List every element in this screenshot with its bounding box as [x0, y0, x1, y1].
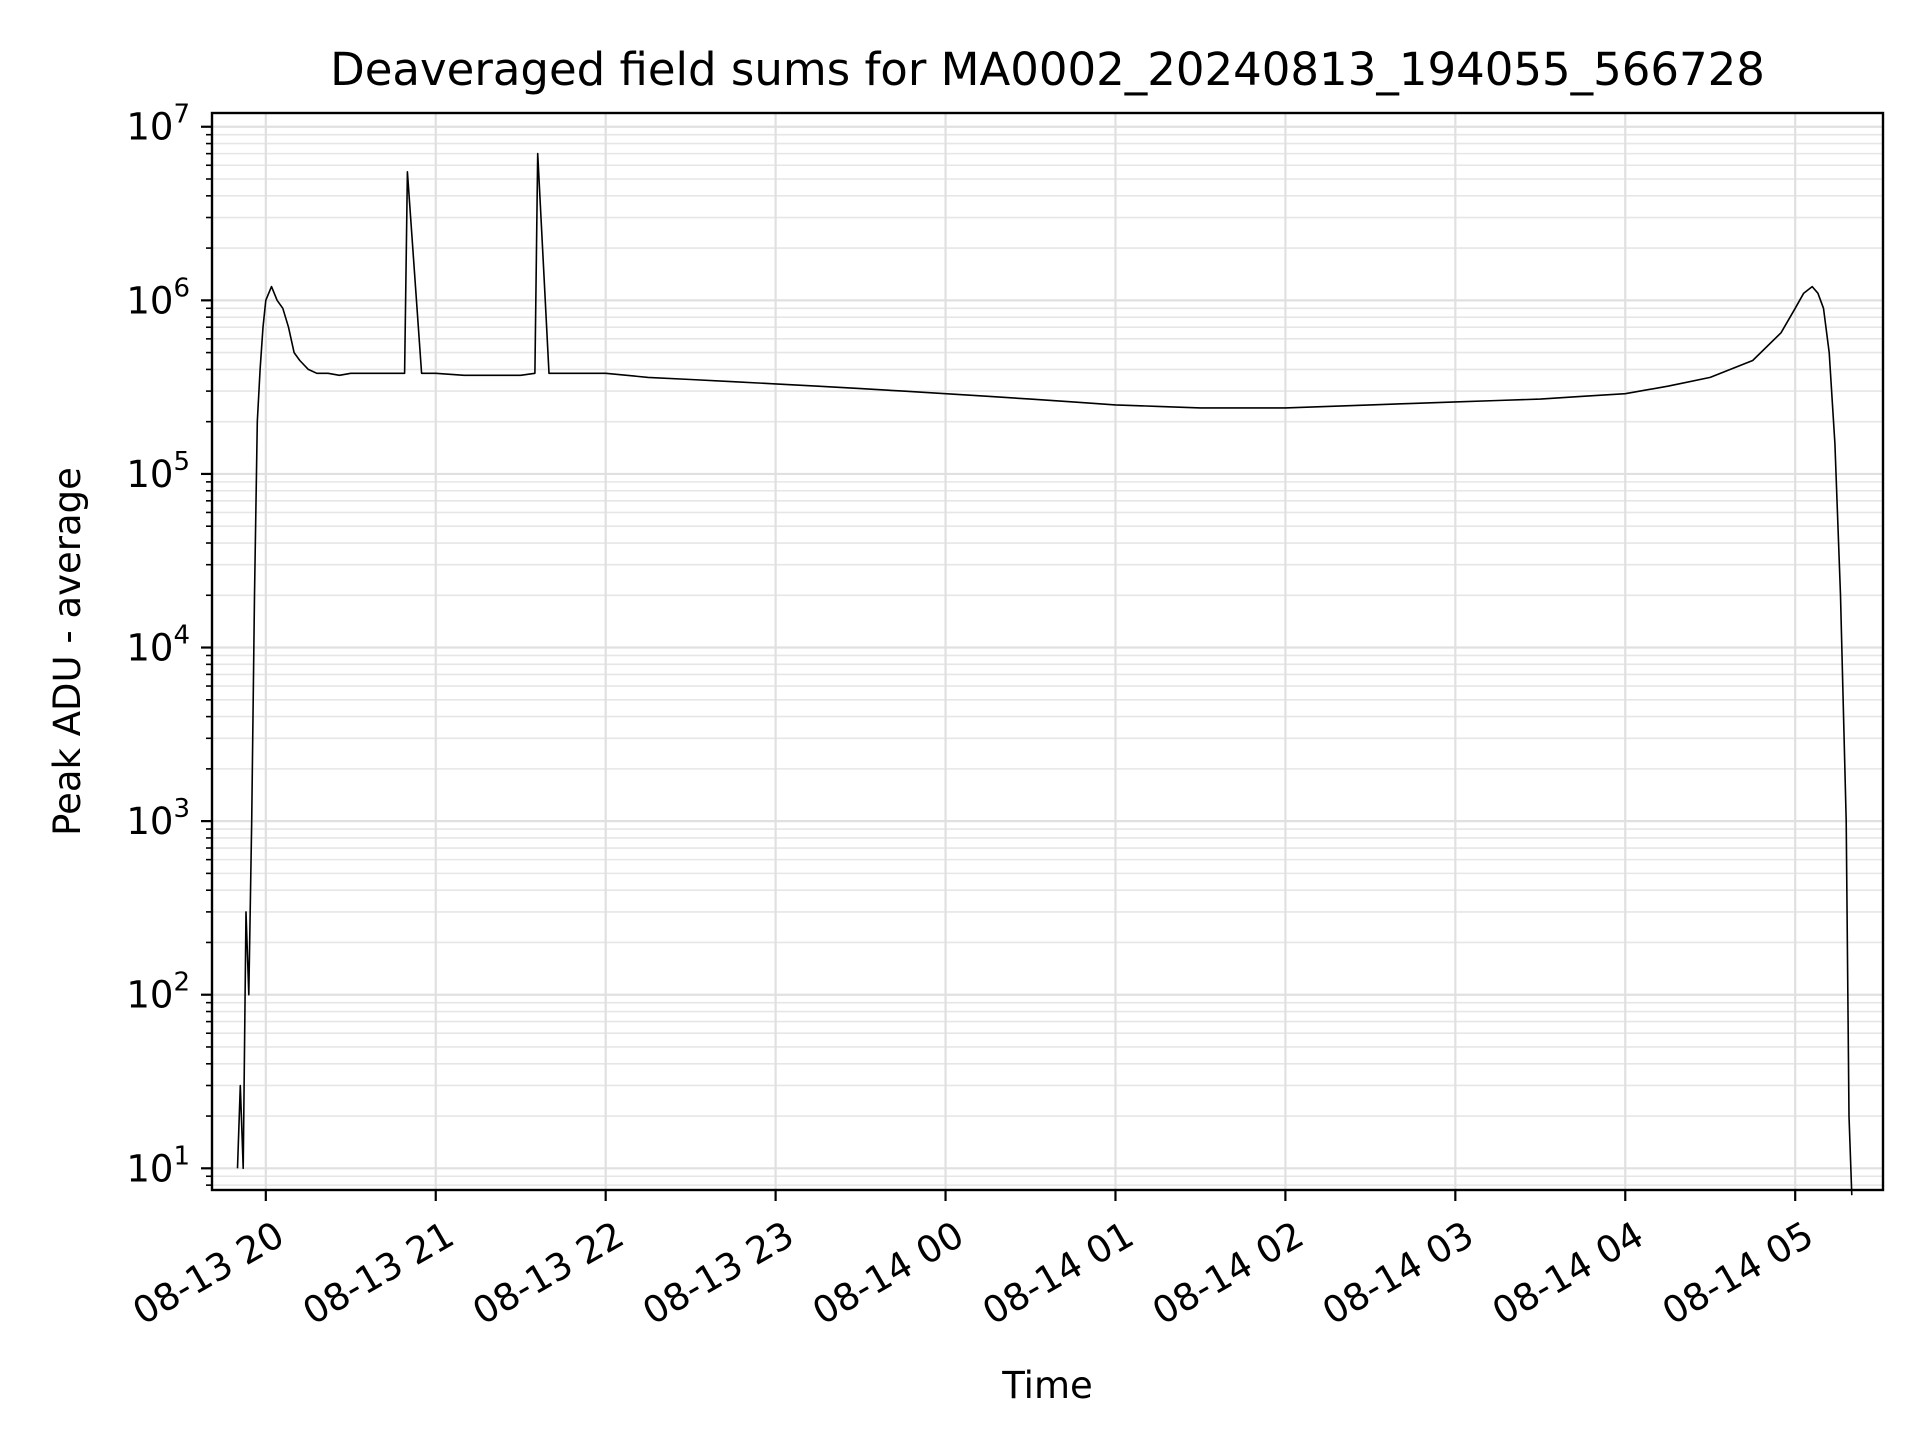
y-tick-label: 105 [126, 447, 190, 496]
grid [212, 113, 1883, 1190]
x-axis-label: Time [1001, 1364, 1093, 1407]
y-tick-label: 101 [126, 1141, 190, 1190]
y-tick-label: 107 [126, 100, 190, 149]
y-tick-label: 103 [126, 794, 190, 843]
y-tick-label: 102 [126, 968, 190, 1017]
y-axis-label: Peak ADU - average [46, 467, 89, 836]
series-line [236, 152, 1853, 1196]
series-layer [236, 152, 1853, 1196]
plot-frame [210, 111, 1885, 1192]
y-tick-label: 104 [126, 621, 190, 670]
y-tick-label: 106 [126, 273, 190, 322]
chart-title: Deaveraged field sums for MA0002_2024081… [330, 43, 1765, 96]
